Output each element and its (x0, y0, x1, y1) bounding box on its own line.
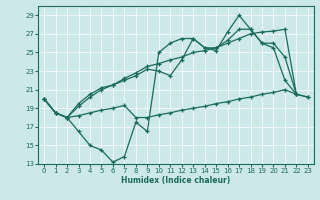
X-axis label: Humidex (Indice chaleur): Humidex (Indice chaleur) (121, 176, 231, 185)
